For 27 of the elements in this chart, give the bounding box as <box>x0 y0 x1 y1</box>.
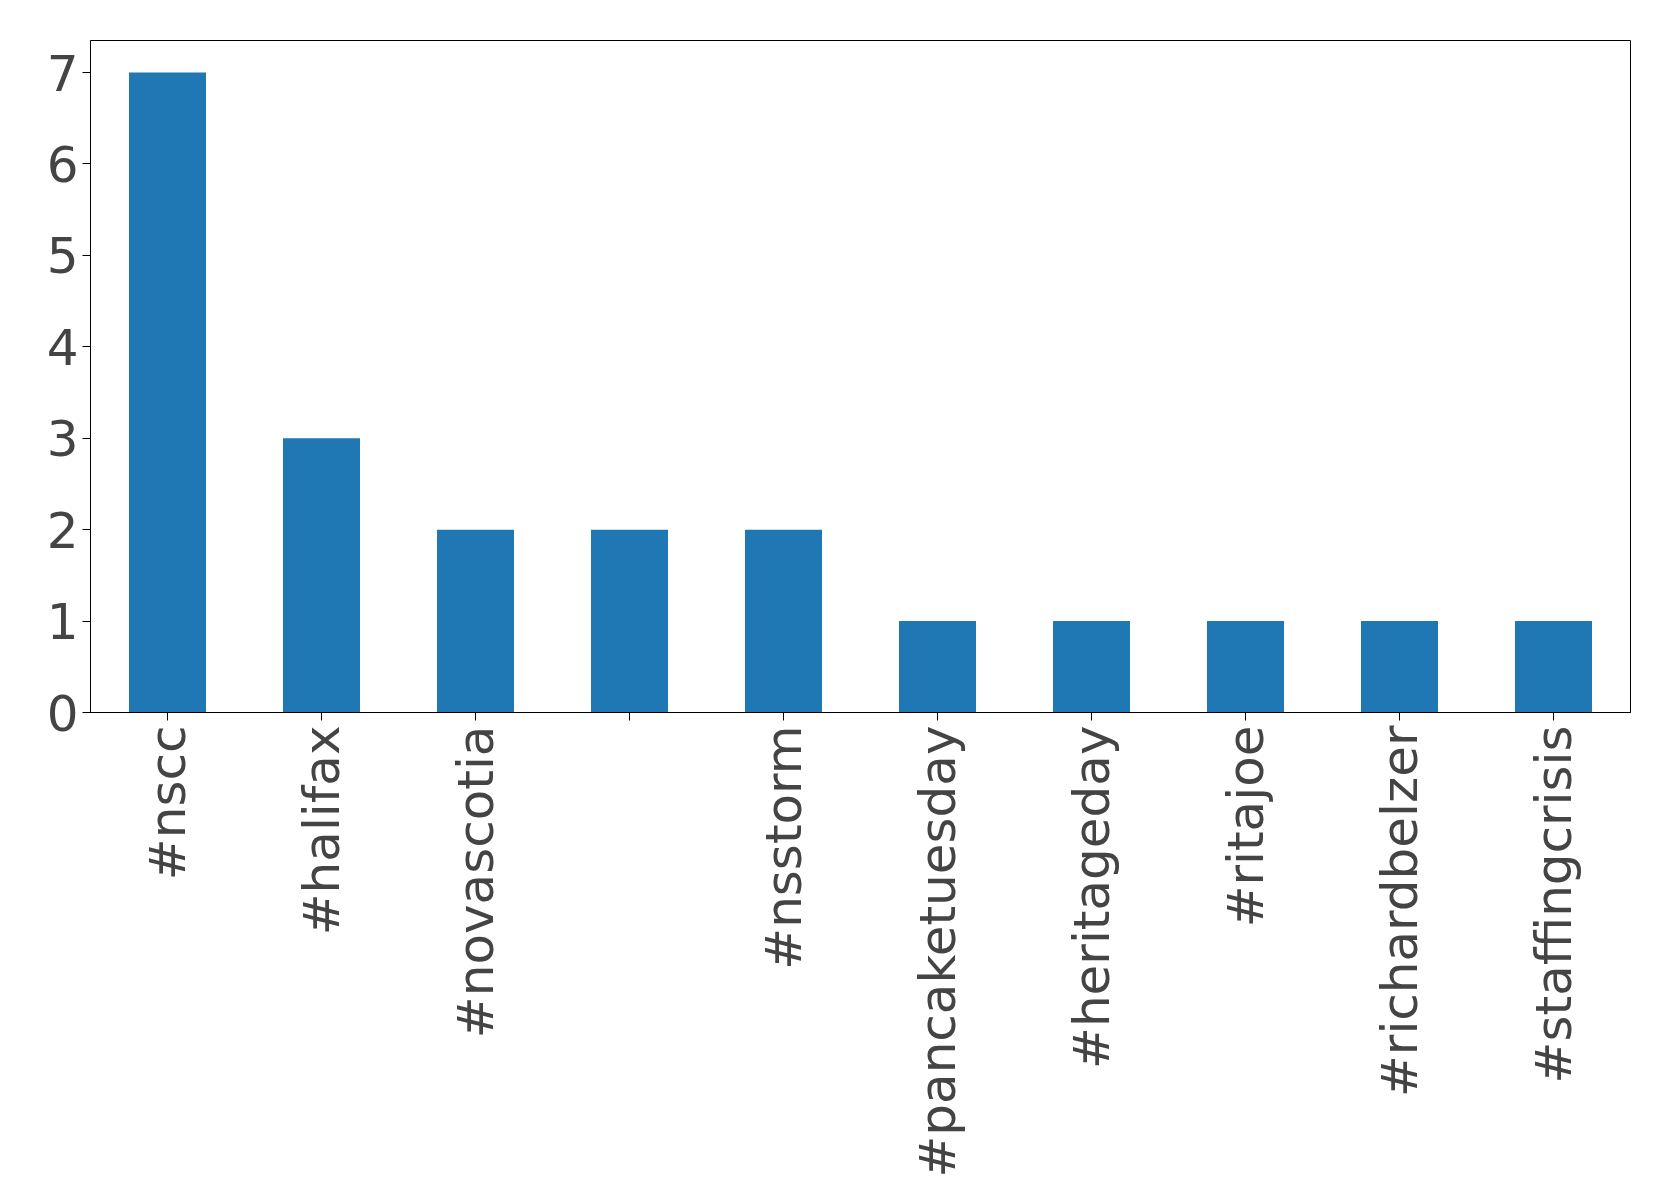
x-tick-label: #nsstorm <box>754 725 813 970</box>
bar <box>745 529 822 713</box>
x-tick-label: #richardbelzer <box>1370 725 1429 1098</box>
bar <box>1053 621 1130 713</box>
y-tick-label: 3 <box>46 410 79 469</box>
bar <box>437 529 514 713</box>
x-tick-label: #staffingcrisis <box>1524 725 1583 1084</box>
bar <box>1515 621 1592 713</box>
x-tick-label: #nscc <box>138 725 197 881</box>
y-tick-label: 5 <box>46 227 79 286</box>
bar <box>129 72 206 713</box>
x-tick-label: #halifax <box>292 725 351 936</box>
bar <box>283 438 360 713</box>
x-tick-label: #novascotia <box>446 725 505 1039</box>
y-tick-label: 0 <box>46 684 79 743</box>
y-tick-label: 7 <box>46 44 79 103</box>
y-tick-label: 6 <box>46 135 79 194</box>
x-tick-label: #ritajoe <box>1216 725 1275 928</box>
bar <box>899 621 976 713</box>
bar <box>1207 621 1284 713</box>
y-tick-label: 1 <box>46 593 79 652</box>
y-tick-label: 4 <box>46 318 79 377</box>
x-tick-label: #pancaketuesday <box>908 725 967 1178</box>
y-tick-label: 2 <box>46 501 79 560</box>
bar <box>1361 621 1438 713</box>
x-tick-label: #heritageday <box>1062 725 1121 1070</box>
bar <box>591 529 668 713</box>
